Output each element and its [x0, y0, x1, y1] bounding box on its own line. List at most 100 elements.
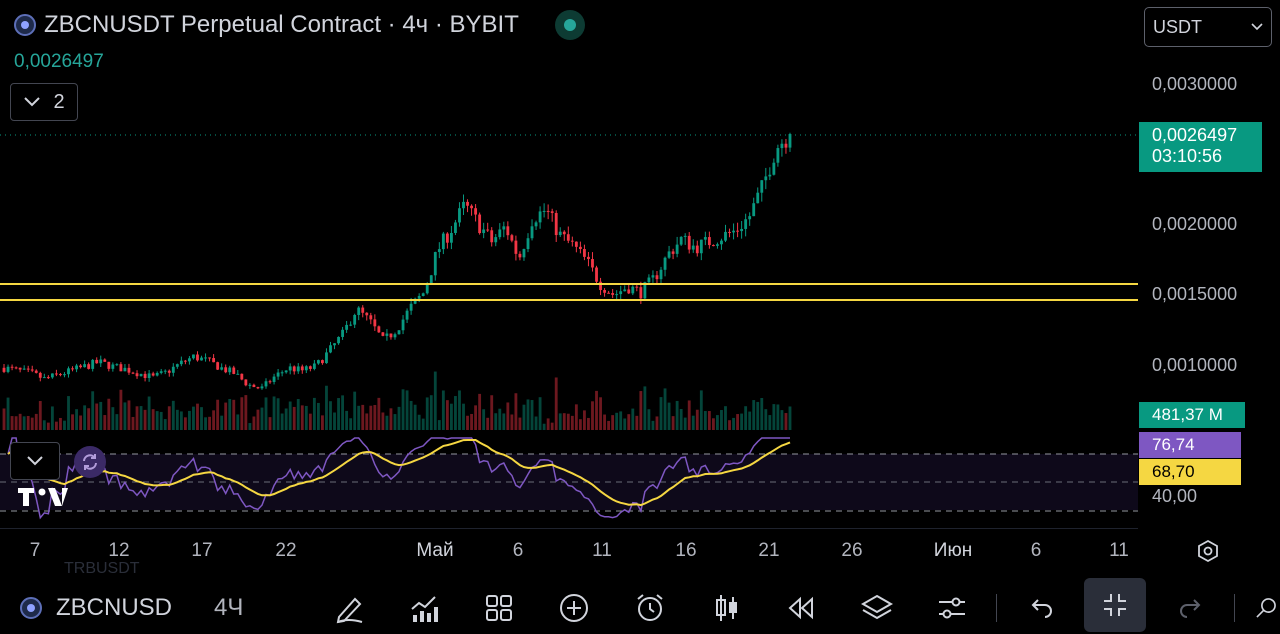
settings-button[interactable] — [930, 586, 974, 630]
price-chart[interactable] — [0, 0, 1280, 580]
volume-bar — [316, 402, 320, 430]
candle-body — [425, 284, 429, 294]
search-button[interactable] — [1252, 586, 1280, 630]
volume-bar — [695, 409, 699, 430]
volume-bar — [361, 404, 365, 430]
volume-bar — [764, 409, 768, 430]
rewind-icon — [788, 596, 813, 620]
candle-body — [256, 387, 260, 389]
symbol-button[interactable]: ZBCNUSD — [20, 594, 172, 622]
volume-bar — [720, 410, 723, 430]
fullscreen-exit-button[interactable] — [1084, 578, 1146, 632]
volume-bar — [583, 410, 586, 430]
volume-bar — [425, 397, 429, 430]
candle-body — [615, 294, 619, 296]
volume-bar — [171, 400, 175, 430]
chart-icon — [411, 596, 438, 622]
volume-bar — [429, 395, 433, 430]
candle-body — [220, 367, 224, 370]
volume-bar — [196, 403, 199, 430]
volume-bar — [91, 391, 95, 430]
volume-bar — [607, 420, 611, 430]
object-tree-button[interactable] — [855, 586, 899, 630]
volume-bar — [393, 414, 397, 430]
candle-body — [248, 384, 252, 386]
volume-bar — [486, 417, 490, 430]
volume-bar — [707, 411, 711, 430]
volume-bar — [445, 400, 449, 430]
volume-bar — [353, 391, 357, 430]
volume-bar — [490, 395, 494, 430]
candle-body — [34, 370, 38, 373]
volume-bar — [784, 413, 788, 430]
volume-bar — [183, 417, 187, 430]
candle-body — [752, 203, 756, 217]
candle-body — [405, 310, 409, 320]
volume-bar — [155, 411, 159, 430]
candle-body — [373, 319, 377, 327]
candle-body — [558, 231, 562, 236]
candle-body — [341, 329, 345, 337]
indicators-collapse-button[interactable]: 2 — [10, 83, 78, 121]
rsi-collapse-button[interactable] — [10, 442, 60, 480]
candle-body — [131, 372, 135, 374]
volume-bar — [788, 406, 792, 430]
candle-body — [240, 373, 244, 380]
indicators-button[interactable] — [402, 586, 446, 630]
volume-bar — [71, 414, 74, 430]
layouts-button[interactable] — [477, 586, 521, 630]
candle-body — [212, 358, 216, 363]
layers-icon — [860, 594, 894, 620]
candle-body — [155, 372, 159, 376]
volume-bar — [627, 414, 631, 430]
x-tick-label: Июн — [933, 540, 973, 561]
volume-bar — [95, 403, 99, 430]
candle-body — [147, 373, 151, 379]
volume-bar — [703, 411, 707, 430]
y-tick-label: 0,0020000 — [1152, 214, 1238, 234]
volume-bar — [611, 415, 615, 430]
volume-bar — [135, 406, 139, 430]
volume-bar — [462, 403, 465, 430]
replay-button[interactable] — [779, 586, 823, 630]
volume-bar — [79, 415, 83, 430]
volume-bar — [748, 411, 752, 430]
refresh-icon[interactable] — [74, 446, 106, 478]
candle-body — [611, 293, 615, 295]
volume-bar — [216, 399, 220, 430]
drawing-tools-button[interactable] — [328, 586, 372, 630]
alerts-button[interactable] — [628, 586, 672, 630]
candle-body — [587, 256, 590, 260]
candle-body — [276, 372, 280, 377]
candle-body — [99, 359, 103, 364]
candle-body — [30, 369, 34, 371]
candle-body — [59, 374, 62, 376]
candle-body — [486, 229, 490, 231]
volume-bar — [236, 414, 240, 430]
candle-body — [417, 295, 421, 299]
symbol-title[interactable]: ZBCNUSDT Perpetual Contract · 4ч · BYBIT — [14, 10, 585, 40]
volume-bar — [566, 413, 570, 430]
volume-bar — [2, 408, 6, 430]
chart-type-button[interactable] — [705, 586, 749, 630]
timeframe-button[interactable]: 4Ч — [214, 594, 244, 621]
volume-bar — [264, 397, 268, 430]
volume-bar — [526, 399, 530, 430]
chevron-down-icon — [27, 456, 43, 466]
undo-button[interactable] — [1018, 586, 1062, 630]
market-open-icon[interactable] — [554, 10, 585, 40]
x-tick-label: 6 — [512, 540, 524, 561]
candle-body — [534, 222, 538, 227]
chart-settings-icon[interactable] — [1196, 539, 1220, 563]
redo-button[interactable] — [1170, 586, 1214, 630]
currency-select[interactable]: USDT — [1144, 7, 1272, 47]
volume-bar — [522, 404, 526, 430]
sliders-icon — [939, 597, 965, 619]
x-tick-label: 21 — [758, 540, 780, 561]
candle-body — [462, 201, 465, 209]
candle-body — [433, 252, 437, 276]
candle-body — [369, 315, 373, 320]
candle-body — [377, 326, 381, 333]
compare-button[interactable] — [552, 586, 596, 630]
volume-bar — [204, 417, 207, 430]
